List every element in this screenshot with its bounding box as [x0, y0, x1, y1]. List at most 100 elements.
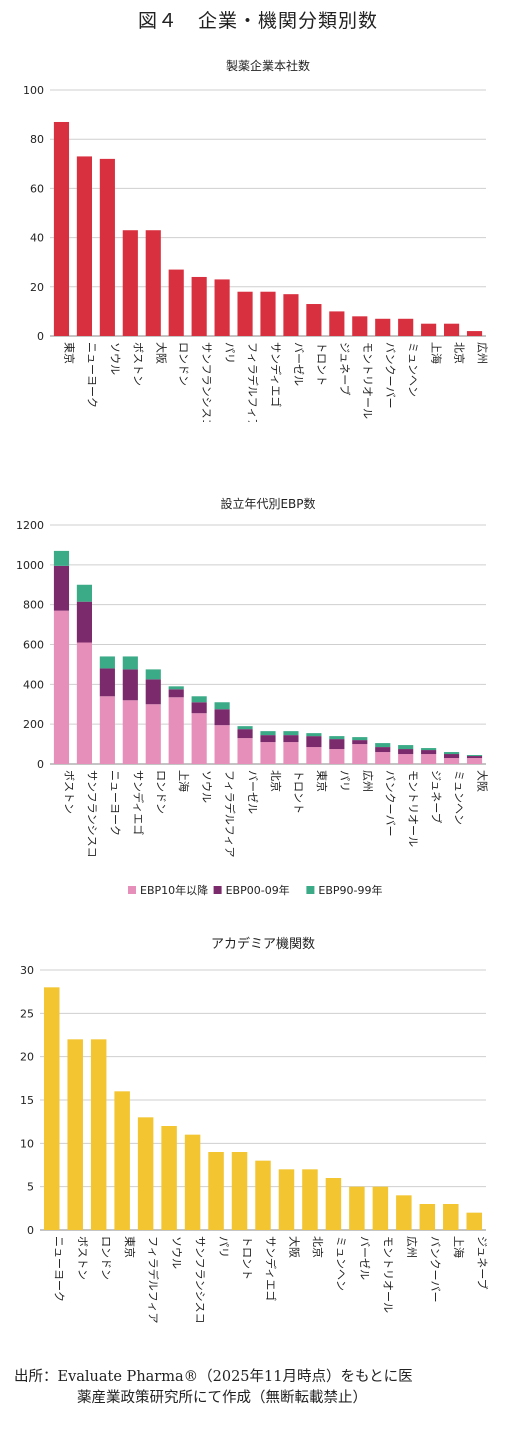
- bar-ebp00: [145, 679, 161, 705]
- y-tick-label: 1000: [16, 559, 44, 572]
- bar: [325, 1178, 342, 1230]
- y-tick-label: 60: [30, 182, 44, 195]
- x-tick-label: ボストン: [76, 1236, 89, 1280]
- bar-ebp10: [191, 713, 207, 764]
- chart-title: 製薬企業本社数: [226, 58, 310, 73]
- legend-label: EBP10年以降: [140, 883, 208, 897]
- bar-ebp00: [260, 735, 276, 743]
- bar: [302, 1169, 318, 1230]
- bar: [372, 1186, 389, 1230]
- x-tick-label: サンフランシスコ: [194, 1236, 207, 1324]
- y-tick-label: 0: [27, 1224, 34, 1237]
- x-tick-label: フィラデルフィア: [246, 342, 260, 422]
- x-tick-label: バンクーバー: [428, 1236, 441, 1302]
- bar-ebp90: [283, 731, 299, 736]
- y-tick-label: 40: [30, 232, 44, 245]
- legend-swatch: [306, 886, 315, 894]
- y-tick-label: 20: [20, 1051, 34, 1064]
- bar: [421, 323, 437, 336]
- bar: [99, 158, 115, 336]
- chart-title: アカデミア機関数: [211, 936, 315, 952]
- x-tick-label: トロント: [315, 342, 328, 386]
- bar: [419, 1204, 436, 1230]
- x-tick-label: サンディエゴ: [269, 342, 283, 407]
- y-tick-label: 200: [23, 718, 44, 731]
- source-note: 出所：Evaluate Pharma®（2025年11月時点）をもとに医 薬産業…: [14, 1367, 510, 1409]
- x-tick-label: ロンドン: [154, 770, 167, 814]
- bar: [53, 121, 70, 336]
- y-tick-label: 100: [23, 84, 44, 97]
- x-tick-label: ソウル: [200, 770, 213, 803]
- x-tick-label: バンクーバー: [384, 342, 397, 408]
- bar: [283, 294, 299, 336]
- y-tick-label: 25: [20, 1007, 34, 1020]
- y-tick-label: 15: [20, 1094, 34, 1107]
- y-tick-label: 400: [23, 678, 44, 691]
- bar-ebp00: [444, 754, 460, 759]
- bar-ebp00: [191, 702, 207, 714]
- bar-ebp90: [214, 702, 230, 710]
- x-tick-label: パリ: [338, 770, 351, 792]
- bar-ebp90: [329, 736, 345, 740]
- bar-ebp90: [53, 550, 70, 566]
- bar: [444, 323, 460, 336]
- bar: [255, 1160, 271, 1230]
- bar: [349, 1186, 365, 1230]
- x-tick-label: 東京: [315, 770, 329, 792]
- bar: [43, 987, 60, 1230]
- x-tick-label: トロント: [241, 1236, 254, 1280]
- bar-ebp10: [122, 700, 138, 764]
- x-tick-label: サンフランシスコ: [200, 342, 213, 422]
- x-tick-label: 東京: [123, 1236, 137, 1258]
- x-tick-label: 上海: [452, 1236, 466, 1258]
- bar: [231, 1152, 248, 1230]
- bar: [90, 1039, 107, 1230]
- bar-ebp10: [283, 742, 299, 764]
- bar-ebp00: [168, 689, 184, 698]
- bar-ebp00: [375, 747, 391, 753]
- x-tick-label: バーゼル: [246, 770, 259, 814]
- x-tick-label: パリ: [217, 1236, 230, 1258]
- bar: [306, 304, 322, 336]
- bar: [67, 1039, 83, 1230]
- x-tick-label: バーゼル: [292, 342, 305, 386]
- x-tick-label: 北京: [453, 342, 467, 364]
- x-tick-label: サンディエゴ: [131, 770, 145, 835]
- bar-ebp90: [168, 686, 184, 690]
- bar-ebp10: [53, 610, 70, 764]
- bar-ebp00: [214, 709, 230, 726]
- bar-ebp90: [421, 748, 437, 751]
- bar: [168, 269, 184, 336]
- legend-label: EBP90-99年: [318, 883, 382, 897]
- bar-ebp00: [237, 729, 253, 739]
- legend-label: EBP00-09年: [226, 883, 290, 897]
- chart-pharma-hq: 製薬企業本社数 0 20 40 60 80 100 東京 ニューヨーク ソウル ボストン 大阪 ロンドン…: [23, 58, 489, 422]
- x-tick-label: 大阪: [476, 770, 490, 792]
- y-tick-label: 800: [23, 599, 44, 612]
- x-tick-label: バーゼル: [358, 1236, 371, 1280]
- source-line-1: 出所：Evaluate Pharma®（2025年11月時点）をもとに医: [14, 1369, 413, 1385]
- x-tick-label: 広州: [405, 1236, 418, 1258]
- x-tick-label: ロンドン: [177, 342, 190, 386]
- x-tick-label: 上海: [177, 770, 191, 792]
- y-tick-label: 30: [20, 964, 34, 977]
- bar-ebp00: [99, 668, 115, 697]
- bar-ebp10: [214, 725, 230, 764]
- x-tick-label: ニューヨーク: [53, 1236, 66, 1302]
- bar-ebp00: [76, 601, 92, 643]
- x-tick-label: 広州: [361, 770, 374, 792]
- x-tick-label: ミュンヘン: [334, 1236, 347, 1291]
- bar-ebp10: [375, 752, 391, 764]
- y-tick-label: 0: [37, 330, 44, 343]
- bar-ebp10: [466, 758, 483, 764]
- x-tick-label: 東京: [62, 342, 76, 364]
- chart-academia: アカデミア機関数 0 5 10 15 20 25 30 ニューヨーク ボストン ロンドン 東京 フィラデ…: [20, 936, 489, 1324]
- bar-ebp00: [398, 749, 414, 755]
- bar: [122, 230, 138, 336]
- y-tick-label: 5: [27, 1181, 34, 1194]
- x-tick-label: ミュンヘン: [407, 342, 420, 397]
- bar: [443, 1204, 459, 1230]
- x-tick-label: パリ: [223, 342, 236, 364]
- y-tick-label: 80: [30, 133, 44, 146]
- x-tick-label: フィラデルフィア: [147, 1236, 161, 1324]
